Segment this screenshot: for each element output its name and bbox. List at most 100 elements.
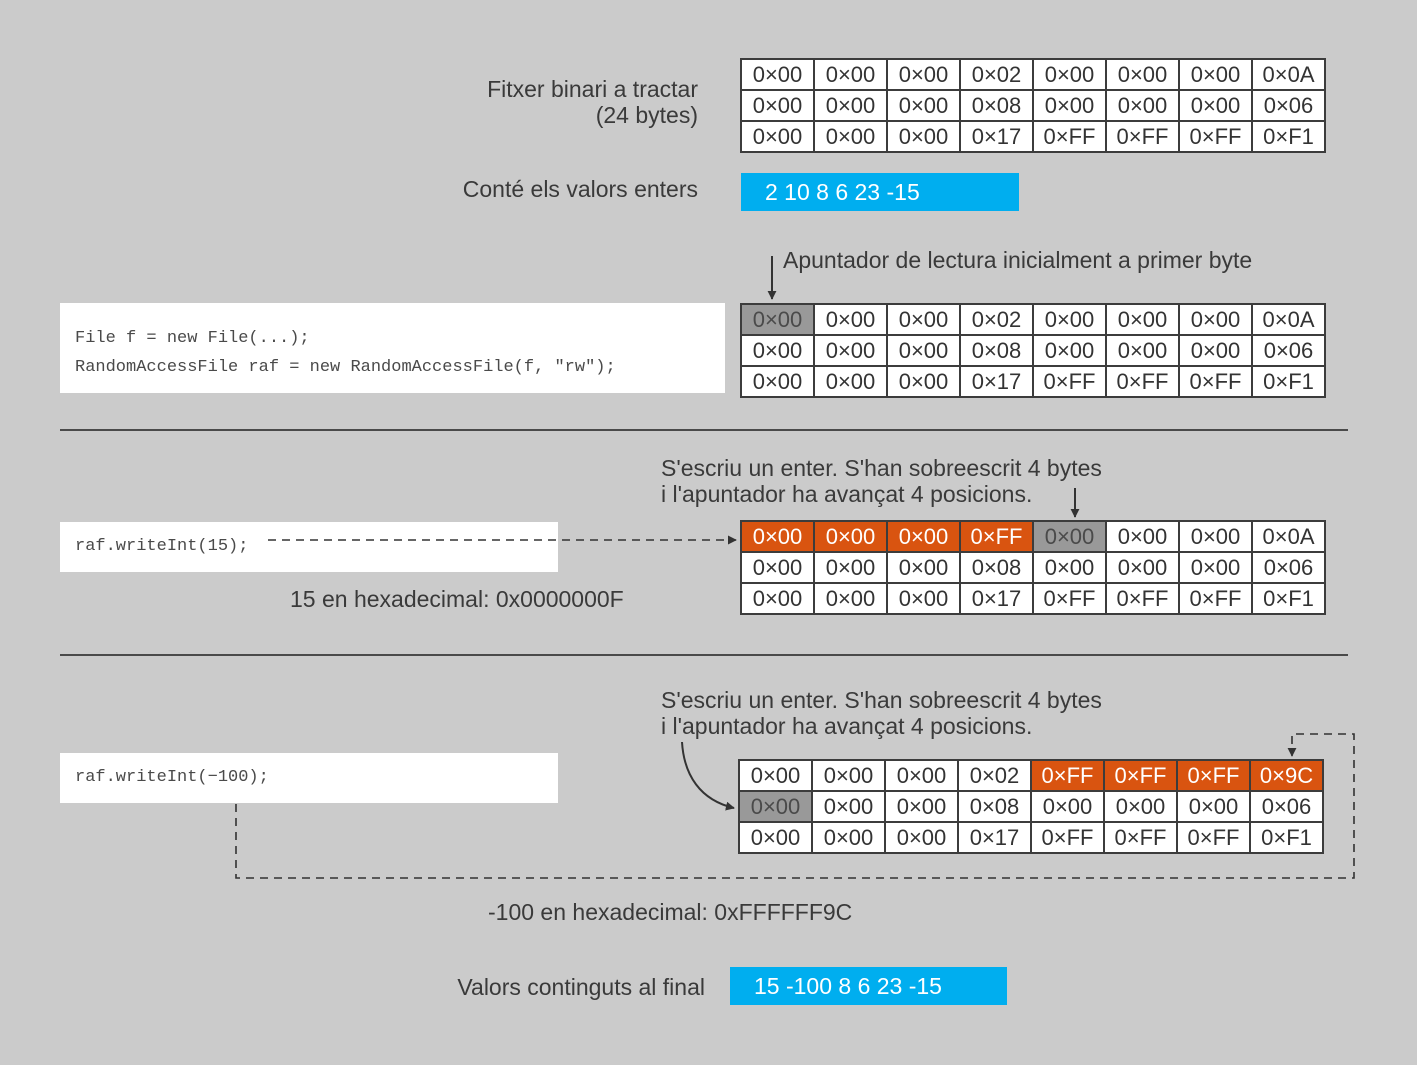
- byte-row: 0×00 0×00 0×00 0×02 0×00 0×00 0×00 0×0A: [740, 303, 1326, 336]
- code-line-1: File f = new File(...);: [75, 329, 310, 348]
- byte-cell: 0×06: [1251, 551, 1326, 584]
- byte-cell: 0×00: [1105, 58, 1180, 91]
- byte-cell: 0×00: [886, 551, 961, 584]
- file-label-line1: Fitxer binari a tractar: [487, 76, 698, 102]
- pointer-after-write-100-arrow: [681, 741, 735, 811]
- values-label: Conté els valors enters: [462, 176, 698, 202]
- byte-cell: 0×FF: [1032, 582, 1107, 615]
- byte-cell: 0×FF: [1103, 821, 1178, 854]
- byte-cell: 0×17: [957, 821, 1032, 854]
- byte-cell: 0×00: [1178, 334, 1253, 367]
- code-write-100: raf.writeInt(−100);: [60, 753, 558, 803]
- byte-cell: 0×00: [1178, 551, 1253, 584]
- file-label-line2: (24 bytes): [595, 102, 698, 128]
- byte-cell: 0×FF: [1178, 582, 1253, 615]
- byte-cell: 0×00: [740, 89, 815, 122]
- byte-cell: 0×F1: [1251, 582, 1326, 615]
- byte-row: 0×00 0×00 0×00 0×08 0×00 0×00 0×00 0×06: [740, 551, 1326, 584]
- write15-note-line2: i l'apuntador ha avançat 4 posicions.: [661, 481, 1033, 507]
- byte-cell: 0×00: [813, 58, 888, 91]
- byte-cell: 0×00: [811, 790, 886, 823]
- byte-cell: 0×00: [886, 89, 961, 122]
- write15-note-line1: S'escriu un enter. S'han sobreescrit 4 b…: [661, 455, 1102, 481]
- byte-cell: 0×00: [1105, 520, 1180, 553]
- byte-cell: 0×00: [884, 821, 959, 854]
- byte-cell: 0×17: [959, 120, 1034, 153]
- byte-cell: 0×00: [813, 520, 888, 553]
- hex15-label: 15 en hexadecimal: 0x0000000F: [290, 586, 624, 612]
- byte-grid-pointer-start: 0×00 0×00 0×00 0×02 0×00 0×00 0×00 0×0A 0×00 0×00…: [740, 303, 1326, 398]
- byte-cell: 0×FF: [1032, 365, 1107, 398]
- byte-cell: 0×00: [738, 790, 813, 823]
- byte-row: 0×00 0×00 0×00 0×08 0×00 0×00 0×00 0×06: [738, 790, 1324, 823]
- byte-cell: 0×00: [813, 303, 888, 336]
- byte-cell: 0×FF: [1105, 120, 1180, 153]
- pointer-label: Apuntador de lectura inicialment a prime…: [783, 247, 1253, 273]
- byte-cell: 0×0A: [1251, 520, 1326, 553]
- byte-cell: 0×06: [1251, 334, 1326, 367]
- byte-cell: 0×FF: [1030, 821, 1105, 854]
- byte-cell: 0×00: [813, 365, 888, 398]
- byte-cell: 0×00: [1178, 303, 1253, 336]
- byte-cell: 0×00: [740, 520, 815, 553]
- byte-cell: 0×00: [1105, 551, 1180, 584]
- byte-cell: 0×00: [738, 759, 813, 792]
- code-write15: raf.writeInt(15);: [60, 522, 558, 572]
- byte-row: 0×00 0×00 0×00 0×02 0×00 0×00 0×00 0×0A: [740, 58, 1326, 91]
- byte-cell: 0×FF: [959, 520, 1034, 553]
- byte-cell: 0×FF: [1032, 120, 1107, 153]
- byte-cell: 0×06: [1249, 790, 1324, 823]
- byte-cell: 0×00: [886, 58, 961, 91]
- byte-cell: 0×00: [813, 551, 888, 584]
- byte-cell: 0×00: [740, 120, 815, 153]
- byte-cell: 0×02: [959, 58, 1034, 91]
- byte-cell: 0×00: [1105, 303, 1180, 336]
- byte-grid-original: 0×00 0×00 0×00 0×02 0×00 0×00 0×00 0×0A 0×00 0×00…: [740, 58, 1326, 153]
- byte-cell: 0×00: [886, 520, 961, 553]
- byte-grid-after-write-100: 0×00 0×00 0×00 0×02 0×FF 0×FF 0×FF 0×9C 0×00 0×00…: [738, 759, 1324, 854]
- file-label: Fitxer binari a tractar (24 bytes): [400, 76, 698, 128]
- write-100-note-line2: i l'apuntador ha avançat 4 posicions.: [661, 713, 1033, 739]
- byte-cell: 0×FF: [1030, 759, 1105, 792]
- final-values-bar: 15 -100 8 6 23 -15: [730, 967, 1007, 1005]
- byte-cell: 0×00: [738, 821, 813, 854]
- byte-cell: 0×06: [1251, 89, 1326, 122]
- byte-cell: 0×FF: [1105, 582, 1180, 615]
- byte-cell: 0×00: [1176, 790, 1251, 823]
- byte-cell: 0×F1: [1251, 365, 1326, 398]
- byte-cell: 0×F1: [1251, 120, 1326, 153]
- byte-cell: 0×08: [959, 89, 1034, 122]
- byte-cell: 0×00: [813, 334, 888, 367]
- byte-cell: 0×08: [959, 551, 1034, 584]
- byte-cell: 0×00: [813, 120, 888, 153]
- code-open-file: File f = new File(...); RandomAccessFile…: [60, 303, 725, 393]
- byte-cell: 0×0A: [1251, 303, 1326, 336]
- section-divider-2: [60, 654, 1348, 656]
- byte-cell: 0×00: [886, 334, 961, 367]
- byte-row: 0×00 0×00 0×00 0×08 0×00 0×00 0×00 0×06: [740, 334, 1326, 367]
- byte-cell: 0×FF: [1178, 120, 1253, 153]
- code-line-2: RandomAccessFile raf = new RandomAccessF…: [75, 358, 616, 377]
- final-values-label: Valors continguts al final: [457, 974, 705, 1000]
- byte-cell: 0×00: [811, 821, 886, 854]
- write-100-note-line1: S'escriu un enter. S'han sobreescrit 4 b…: [661, 687, 1102, 713]
- byte-cell: 0×F1: [1249, 821, 1324, 854]
- byte-cell: 0×00: [813, 89, 888, 122]
- byte-cell: 0×02: [959, 303, 1034, 336]
- byte-cell: 0×17: [959, 365, 1034, 398]
- section-divider-1: [60, 429, 1348, 431]
- byte-cell: 0×00: [740, 303, 815, 336]
- byte-cell: 0×00: [1105, 334, 1180, 367]
- byte-cell: 0×00: [1032, 334, 1107, 367]
- byte-cell: 0×08: [959, 334, 1034, 367]
- initial-values-bar: 2 10 8 6 23 -15: [741, 173, 1019, 211]
- byte-row: 0×00 0×00 0×00 0×17 0×FF 0×FF 0×FF 0×F1: [738, 821, 1324, 854]
- byte-cell: 0×00: [1032, 520, 1107, 553]
- byte-cell: 0×00: [1032, 89, 1107, 122]
- byte-cell: 0×00: [1032, 551, 1107, 584]
- byte-row: 0×00 0×00 0×00 0×FF 0×00 0×00 0×00 0×0A: [740, 520, 1326, 553]
- byte-cell: 0×FF: [1176, 759, 1251, 792]
- byte-cell: 0×00: [740, 365, 815, 398]
- write15-note: S'escriu un enter. S'han sobreescrit 4 b…: [661, 455, 1221, 507]
- byte-row: 0×00 0×00 0×00 0×02 0×FF 0×FF 0×FF 0×9C: [738, 759, 1324, 792]
